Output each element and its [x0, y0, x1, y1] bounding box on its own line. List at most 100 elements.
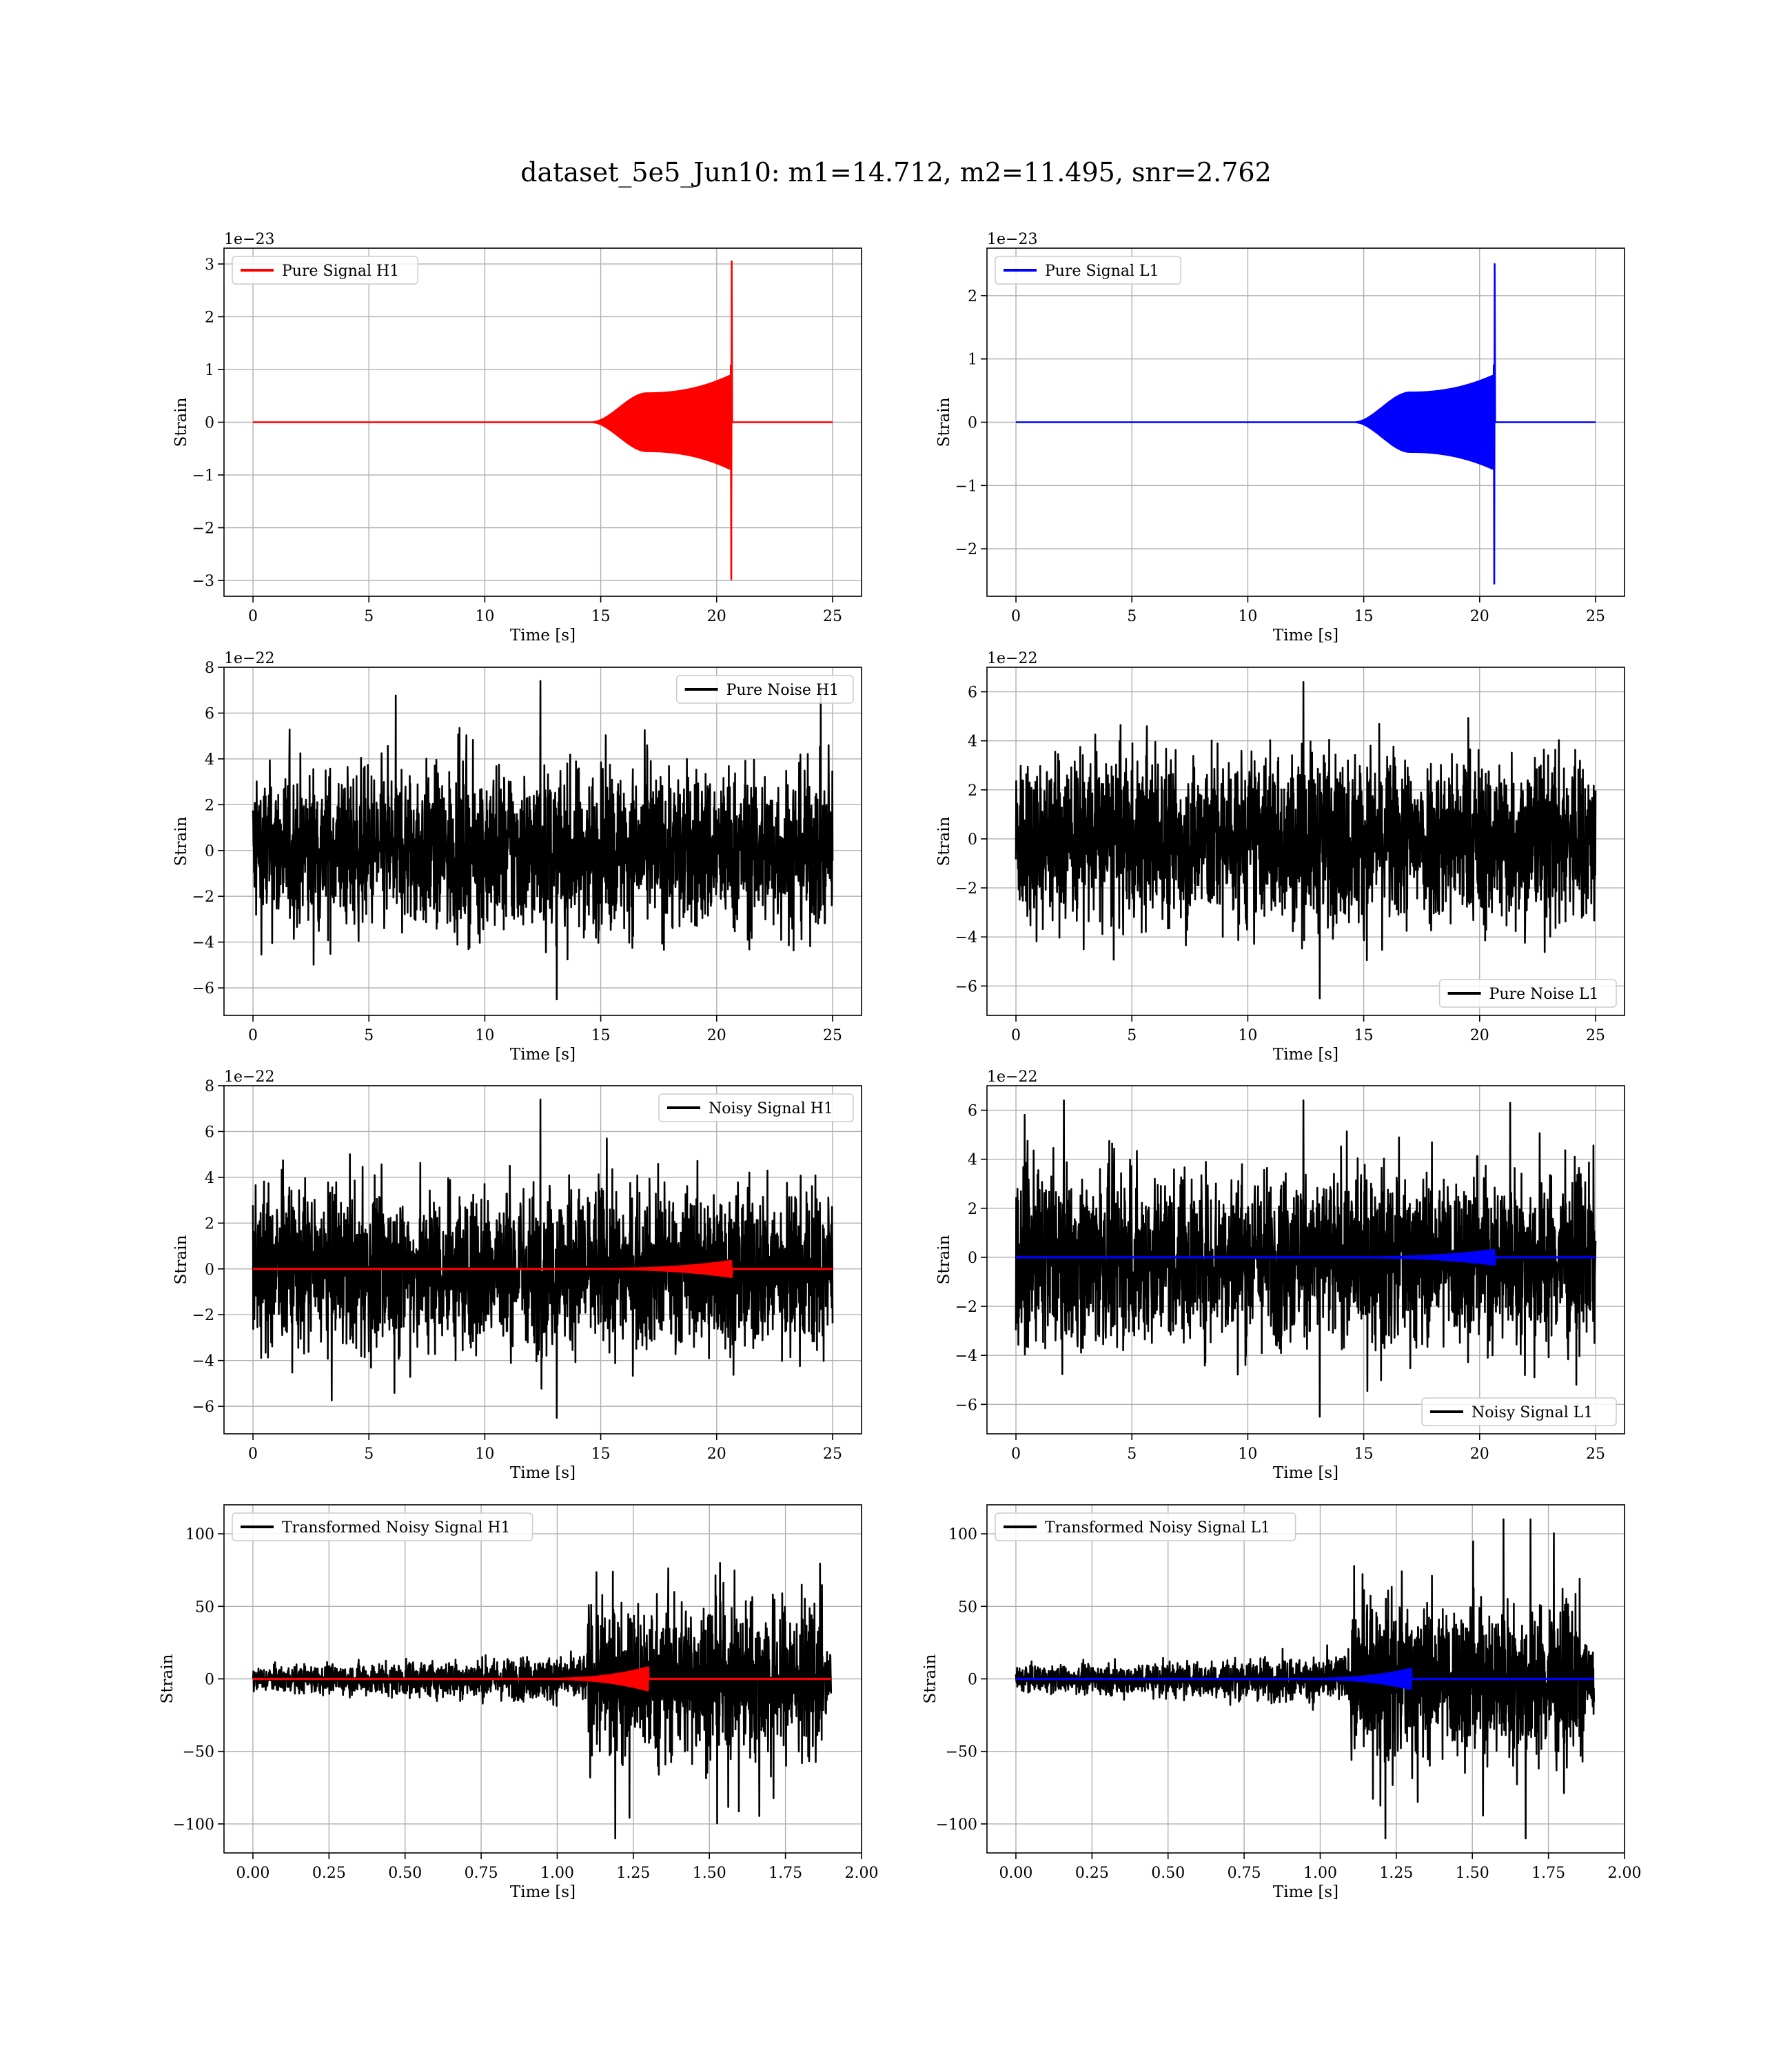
x-tick-label: 25 — [823, 608, 842, 625]
x-tick-label: 15 — [591, 1446, 611, 1463]
x-tick-label: 2.00 — [1608, 1865, 1642, 1882]
x-axis-label: Time [s] — [1273, 1464, 1338, 1482]
plot-area — [252, 1098, 834, 1419]
y-tick-label: −6 — [192, 980, 214, 997]
x-tick-label: 20 — [707, 1446, 726, 1463]
y-tick-label: −6 — [955, 978, 977, 995]
x-axis-label: Time [s] — [510, 627, 576, 645]
y-tick-label: 100 — [185, 1526, 214, 1543]
legend-frame — [232, 1512, 533, 1541]
plot-area — [1015, 681, 1597, 1000]
x-tick-label: 0.25 — [312, 1865, 346, 1882]
x-tick-label: 25 — [823, 1446, 842, 1463]
x-tick-label: 10 — [475, 1446, 494, 1463]
y-tick-label: 1 — [205, 362, 214, 379]
x-tick-label: 0.25 — [1075, 1865, 1109, 1882]
series-line-transformed-noisy-signal-h1 — [252, 1562, 833, 1840]
plot-area — [252, 260, 833, 580]
series-line-pure-signal-l1 — [1015, 263, 1596, 585]
y-tick-label: 2 — [205, 797, 214, 814]
y-tick-label: −50 — [183, 1744, 214, 1761]
y-tick-label: 0 — [968, 415, 977, 432]
legend-label: Pure Signal H1 — [282, 263, 399, 280]
series-line-overlay — [1015, 1248, 1596, 1266]
y-tick-label: 0 — [205, 1261, 214, 1279]
x-tick-label: 1.00 — [540, 1865, 574, 1882]
plot-area — [252, 1562, 833, 1840]
legend-frame — [1421, 1397, 1617, 1426]
subplot-pure-signal-l1: 0 5 10 15 20 25 −2 −1 0 1 2 Time [s] Strain 1e−23 Pure… — [935, 231, 1625, 645]
y-tick-label: −2 — [955, 541, 977, 558]
legend-frame — [995, 256, 1181, 285]
x-tick-label: 5 — [1127, 1027, 1137, 1044]
x-tick-label: 0 — [248, 1446, 258, 1463]
x-tick-label: 5 — [364, 608, 374, 625]
y-tick-label: −3 — [192, 573, 214, 590]
y-tick-label: 0 — [205, 1672, 214, 1689]
y-tick-label: 8 — [205, 1078, 214, 1095]
figure-title: dataset_5e5_Jun10: m1=14.712, m2=11.495,… — [520, 157, 1272, 187]
y-tick-label: 0 — [205, 843, 214, 860]
legend-label: Noisy Signal L1 — [1472, 1404, 1593, 1421]
axes-frame — [986, 1085, 1625, 1435]
y-tick-label: −100 — [936, 1816, 977, 1834]
y-tick-label: −1 — [192, 467, 214, 485]
y-tick-label: −2 — [192, 520, 214, 538]
series-line-overlay — [1015, 1667, 1595, 1690]
legend-frame — [1438, 979, 1617, 1008]
x-tick-label: 1.00 — [1303, 1865, 1337, 1882]
y-tick-label: −4 — [955, 1348, 977, 1365]
y-tick-label: −4 — [192, 1353, 214, 1370]
legend-frame — [232, 256, 418, 285]
legend-label: Transformed Noisy Signal L1 — [1045, 1519, 1270, 1537]
y-axis-label: Strain — [935, 816, 953, 866]
x-tick-label: 0.50 — [1151, 1865, 1185, 1882]
x-tick-label: 5 — [1127, 608, 1137, 625]
y-tick-label: −50 — [946, 1744, 977, 1761]
y-tick-label: −6 — [192, 1399, 214, 1416]
x-axis-label: Time [s] — [510, 1883, 576, 1901]
plot-area — [252, 680, 834, 1000]
x-tick-label: 0.75 — [1228, 1865, 1261, 1882]
y-tick-label: 2 — [968, 288, 977, 305]
x-axis-label: Time [s] — [1273, 1046, 1338, 1064]
y-tick-label: 0 — [968, 1250, 977, 1267]
offset-text: 1e−22 — [987, 1068, 1037, 1086]
subplot-transformed-noisy-signal-l1: 0.00 0.25 0.50 0.75 1.00 1.25 1.50 1.75 2.00 −100… — [922, 1504, 1642, 1901]
x-tick-label: 15 — [1354, 608, 1374, 625]
axes-frame — [223, 667, 862, 1016]
y-axis-label: Strain — [172, 816, 190, 866]
y-tick-label: 4 — [205, 1170, 214, 1187]
legend-frame — [995, 1512, 1296, 1541]
legend: Noisy Signal L1 — [1421, 1397, 1617, 1426]
x-tick-label: 20 — [707, 608, 726, 625]
axes-frame — [986, 667, 1625, 1016]
plot-area — [1015, 263, 1596, 585]
legend: Pure Signal L1 — [995, 256, 1181, 285]
y-axis-label: Strain — [935, 1235, 953, 1284]
subplot-noisy-signal-h1: 0 5 10 15 20 25 −6 −4 −2 0 2 4 6 8 Time [s] Strain 1e−22… — [172, 1068, 862, 1482]
offset-text: 1e−22 — [224, 650, 274, 667]
legend-label: Pure Signal L1 — [1045, 263, 1159, 280]
series-line-noisy-signal-l1 — [1015, 1099, 1597, 1418]
x-tick-label: 15 — [1354, 1446, 1374, 1463]
y-tick-label: 4 — [968, 1152, 977, 1169]
y-axis-label: Strain — [172, 1235, 190, 1284]
y-tick-label: 3 — [205, 256, 214, 274]
plot-area — [1015, 1099, 1597, 1418]
offset-text: 1e−23 — [987, 231, 1037, 248]
y-tick-label: 50 — [958, 1599, 977, 1616]
x-tick-label: 1.75 — [1531, 1865, 1565, 1882]
y-tick-label: 100 — [948, 1526, 977, 1543]
y-tick-label: 6 — [968, 1103, 977, 1120]
x-tick-label: 15 — [1354, 1027, 1374, 1044]
y-tick-label: −2 — [955, 1299, 977, 1316]
y-tick-label: 6 — [968, 685, 977, 702]
x-tick-label: 25 — [1586, 1027, 1605, 1044]
x-tick-label: 1.50 — [693, 1865, 726, 1882]
legend-label: Noisy Signal H1 — [709, 1100, 833, 1117]
y-axis-label: Strain — [172, 397, 190, 447]
x-tick-label: 0.00 — [236, 1865, 269, 1882]
y-tick-label: −4 — [192, 935, 214, 952]
x-tick-label: 10 — [1238, 608, 1257, 625]
